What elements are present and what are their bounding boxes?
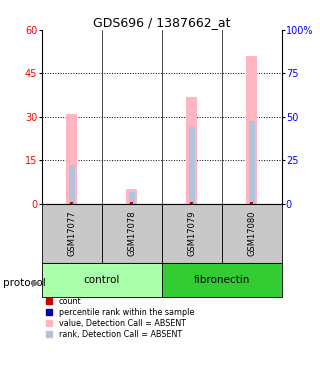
Bar xyxy=(190,202,193,204)
Text: fibronectin: fibronectin xyxy=(193,275,250,285)
Bar xyxy=(162,204,222,262)
Bar xyxy=(188,127,195,204)
Bar xyxy=(222,204,282,262)
Bar xyxy=(129,192,135,204)
Text: GSM17079: GSM17079 xyxy=(187,210,196,256)
Bar xyxy=(102,204,162,262)
Bar xyxy=(246,56,257,204)
Bar xyxy=(126,189,137,204)
Bar xyxy=(42,262,162,297)
Bar xyxy=(250,202,253,204)
Bar xyxy=(249,121,255,204)
Bar xyxy=(66,114,77,204)
Text: GSM17077: GSM17077 xyxy=(67,210,76,256)
Text: protocol: protocol xyxy=(3,278,46,288)
Bar xyxy=(130,202,133,204)
Title: GDS696 / 1387662_at: GDS696 / 1387662_at xyxy=(93,16,230,29)
Text: control: control xyxy=(84,275,120,285)
Text: ▶: ▶ xyxy=(32,278,40,288)
Bar xyxy=(42,204,102,262)
Text: GSM17080: GSM17080 xyxy=(247,210,256,256)
Text: GSM17078: GSM17078 xyxy=(127,210,136,256)
Bar xyxy=(162,262,282,297)
Bar xyxy=(68,165,75,204)
Bar xyxy=(70,202,73,204)
Legend: count, percentile rank within the sample, value, Detection Call = ABSENT, rank, : count, percentile rank within the sample… xyxy=(46,297,194,339)
Bar xyxy=(186,97,197,204)
